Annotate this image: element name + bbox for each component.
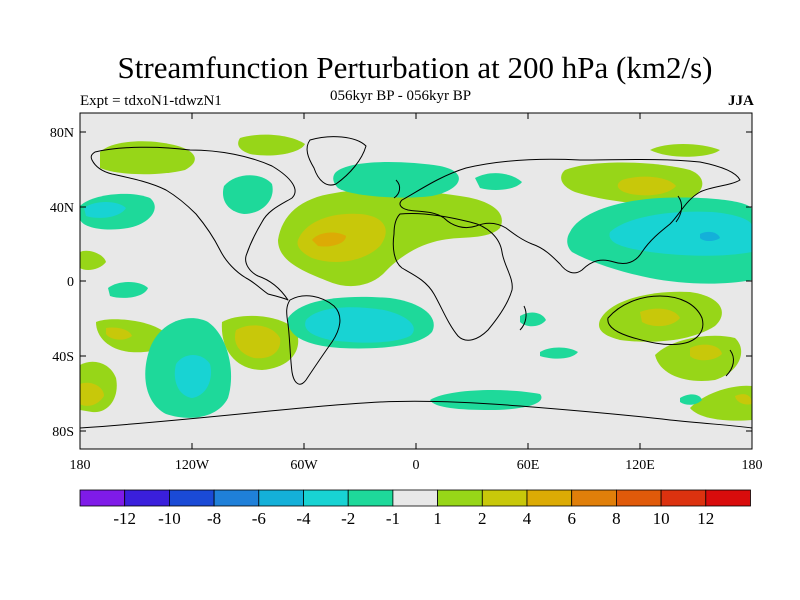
colorbar-labels: -12 -10 -8 -6 -4 -2 -1 1 2 4 6 8 10 12 bbox=[113, 509, 714, 528]
coastline-eurasia bbox=[399, 158, 741, 274]
positive-strong-southern-ocean bbox=[80, 382, 104, 406]
colorbar-box bbox=[168, 489, 215, 507]
negative-strong-south-atlantic bbox=[305, 307, 414, 343]
coastline-north-america bbox=[90, 146, 296, 301]
colorbar-box bbox=[347, 489, 394, 507]
colorbar-box bbox=[616, 489, 662, 507]
positive-strong-new-zealand bbox=[690, 344, 722, 361]
longitude-labels: 180 120W 60W 0 60E 120E 180 bbox=[70, 458, 763, 473]
colorbar-label: 6 bbox=[567, 509, 576, 528]
lon-label-180e: 180 bbox=[742, 458, 763, 473]
map-plot-area bbox=[80, 113, 752, 449]
negative-strong-north-pacific bbox=[84, 202, 126, 218]
negative-region-canada bbox=[222, 175, 273, 214]
lon-label-120w: 120W bbox=[175, 458, 210, 473]
coastline-greenland bbox=[306, 136, 367, 186]
colorbar-label: -4 bbox=[296, 509, 311, 528]
colorbar-label: -12 bbox=[113, 509, 136, 528]
axis-ticks bbox=[79, 113, 753, 449]
colorbar-box bbox=[660, 489, 707, 507]
negative-region-north-europe bbox=[333, 162, 459, 198]
colorbar bbox=[79, 489, 751, 507]
colorbar-label: 8 bbox=[612, 509, 621, 528]
positive-region-bering bbox=[650, 144, 720, 157]
colorbar-box bbox=[705, 489, 751, 507]
colorbar-box bbox=[303, 489, 349, 507]
coastline-uk bbox=[393, 179, 401, 199]
colorbar-label: -1 bbox=[386, 509, 400, 528]
lon-label-180w: 180 bbox=[70, 458, 91, 473]
coastline-madagascar bbox=[519, 305, 527, 331]
colorbar-label: -6 bbox=[252, 509, 266, 528]
positive-region-arctic-west bbox=[100, 141, 195, 175]
colorbar-box bbox=[79, 489, 126, 507]
colorbar-box bbox=[526, 489, 573, 507]
lon-label-120e: 120E bbox=[625, 458, 655, 473]
positive-strong-southern-ocean-east bbox=[735, 394, 752, 405]
colorbar-label: -2 bbox=[341, 509, 355, 528]
positive-region-southern-ocean-east bbox=[690, 385, 752, 421]
lat-label-80s: 80S bbox=[52, 425, 74, 440]
colorbar-box bbox=[481, 489, 528, 507]
positive-strong-south-pacific-west bbox=[106, 327, 132, 340]
positive-core-north-atlantic bbox=[312, 232, 346, 247]
colorbar-label: -8 bbox=[207, 509, 221, 528]
lon-label-0: 0 bbox=[413, 458, 420, 473]
colorbar-label: 12 bbox=[697, 509, 714, 528]
coastline-africa bbox=[392, 213, 513, 341]
negative-region-southern-ocean-east bbox=[680, 394, 702, 405]
colorbar-label: 4 bbox=[523, 509, 532, 528]
coastline-japan bbox=[675, 195, 683, 223]
coastline-south-america bbox=[286, 295, 341, 385]
positive-strong-east-asia bbox=[617, 176, 676, 196]
colorbar-label: 10 bbox=[653, 509, 670, 528]
lon-label-60w: 60W bbox=[290, 458, 318, 473]
positive-strong-australia bbox=[640, 308, 680, 327]
negative-strong-regions bbox=[84, 202, 752, 398]
colorbar-box bbox=[571, 489, 617, 507]
negative-strong-west-pacific bbox=[609, 211, 752, 256]
coastline-australia bbox=[607, 295, 704, 345]
colorbar-box bbox=[213, 489, 260, 507]
negative-region-south-indian bbox=[540, 347, 578, 359]
coastlines bbox=[80, 136, 752, 429]
lon-label-60e: 60E bbox=[517, 458, 540, 473]
colorbar-box bbox=[437, 489, 483, 507]
lat-label-0: 0 bbox=[67, 275, 74, 290]
positive-region-north-pacific-east bbox=[80, 250, 106, 270]
colorbar-label: 2 bbox=[478, 509, 487, 528]
colorbar-label: -10 bbox=[158, 509, 181, 528]
chart-title: Streamfunction Perturbation at 200 hPa (… bbox=[117, 50, 713, 85]
coastline-antarctica bbox=[80, 400, 752, 429]
latitude-labels: 80N 40N 0 40S 80S bbox=[50, 126, 74, 440]
lat-label-80n: 80N bbox=[50, 126, 74, 141]
negative-region-siberia bbox=[475, 173, 522, 190]
positive-region-arctic-central bbox=[238, 134, 305, 156]
period-label: 056kyr BP - 056kyr BP bbox=[330, 88, 472, 104]
positive-strong-south-pacific-east bbox=[234, 325, 281, 359]
lat-label-40s: 40S bbox=[52, 350, 74, 365]
colorbar-box bbox=[392, 489, 438, 507]
experiment-label: Expt = tdxoN1-tdwzN1 bbox=[80, 93, 222, 109]
coastline-new-zealand bbox=[725, 349, 734, 377]
negative-region-equatorial-pacific bbox=[108, 282, 148, 298]
lat-label-40n: 40N bbox=[50, 201, 74, 216]
season-label: JJA bbox=[728, 93, 754, 109]
negative-strong-south-pacific bbox=[174, 355, 212, 398]
positive-core-regions bbox=[312, 232, 346, 247]
colorbar-box bbox=[258, 489, 304, 507]
negative-strong-west-pacific-core bbox=[700, 231, 720, 241]
colorbar-box bbox=[124, 489, 170, 507]
colorbar-label: 1 bbox=[433, 509, 442, 528]
